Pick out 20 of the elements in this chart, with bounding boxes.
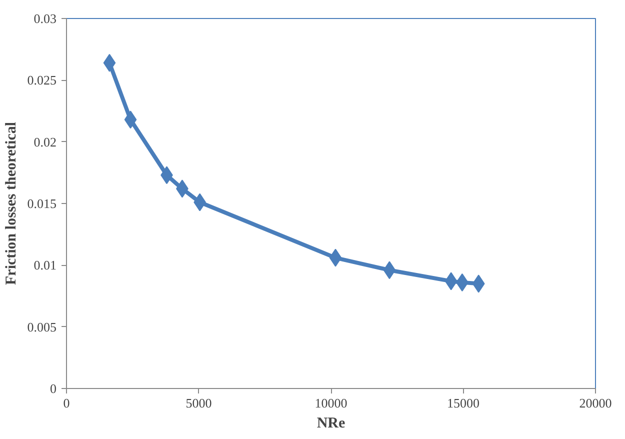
y-axis-title: Friction losses theoretical <box>3 122 20 286</box>
y-tick-label: 0.03 <box>34 11 56 26</box>
y-tick-label: 0.025 <box>27 72 56 88</box>
x-tick-label: 20000 <box>579 396 612 410</box>
x-tick-label: 15000 <box>447 396 480 410</box>
y-tick-label: 0.02 <box>34 134 56 150</box>
point <box>124 110 137 129</box>
y-tick-label: 0.005 <box>27 319 56 334</box>
x-tick-label: 0 <box>63 396 70 410</box>
point <box>472 274 485 293</box>
x-tick-label: 10000 <box>314 396 348 410</box>
point <box>444 272 458 290</box>
y-tick-label: 0 <box>50 381 56 396</box>
x-tick-label: 5000 <box>186 396 212 410</box>
y-tick-label: 0.01 <box>34 258 56 273</box>
point <box>383 261 396 280</box>
point <box>329 248 342 267</box>
x-axis-title: NRe <box>316 416 346 432</box>
y-tick-label: 0.015 <box>27 196 56 211</box>
point <box>103 54 116 72</box>
